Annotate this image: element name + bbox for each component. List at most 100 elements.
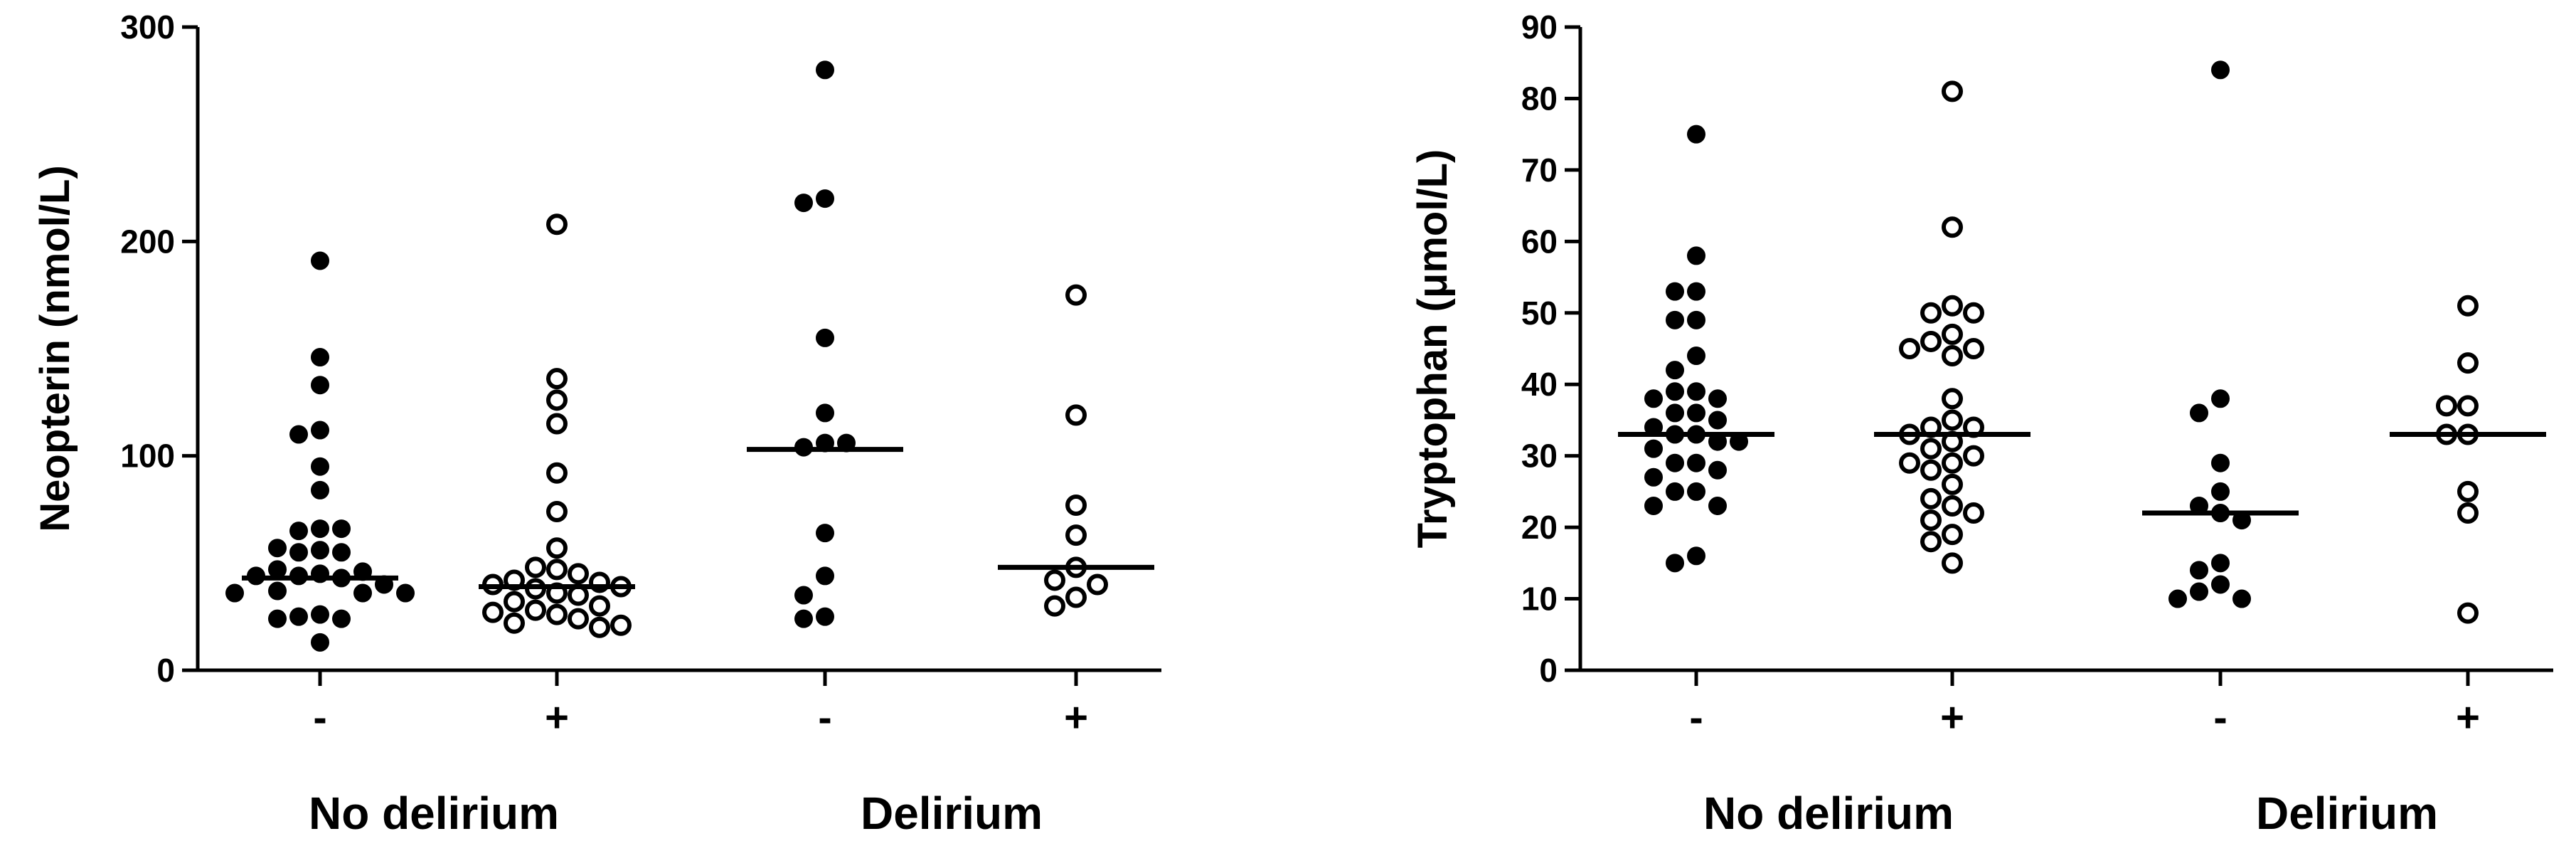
neopterin-y-tick-label: 100 [120,438,175,475]
tryptophan-y-tick-label: 50 [1521,295,1558,332]
tryptophan-point [1920,302,1942,324]
tryptophan-point [1920,509,1942,532]
neopterin-point [311,541,329,560]
neopterin-point [568,563,589,585]
neopterin-point [816,328,834,347]
neopterin-category-label: + [545,694,569,741]
tryptophan-point [2211,453,2230,472]
tryptophan-point [2457,480,2479,502]
neopterin-point [794,194,813,213]
tryptophan-point [1687,403,1705,423]
neopterin-point [332,543,351,562]
tryptophan-point [2457,602,2479,624]
neopterin-point [816,60,834,80]
neopterin-point [1044,569,1065,591]
tryptophan-point [1708,460,1727,480]
neopterin-point [546,501,568,523]
tryptophan-point [1666,403,1684,423]
neopterin-category-label: + [1064,694,1088,741]
neopterin-point [289,522,308,541]
neopterin-category-label: - [818,694,831,741]
tryptophan-y-tick-label: 10 [1521,581,1558,618]
tryptophan-point [1687,310,1705,329]
neopterin-point [546,368,568,390]
tryptophan-point [1644,439,1663,458]
neopterin-point [268,609,287,628]
tryptophan-point [1942,388,1963,410]
tryptophan-point [2211,482,2230,501]
tryptophan-y-tick-label: 70 [1521,152,1558,189]
tryptophan-point [1644,389,1663,408]
tryptophan-point [1920,438,1942,460]
tryptophan-y-tick-label: 20 [1521,509,1558,546]
neopterin-point [568,608,589,630]
neopterin-point [311,519,329,539]
tryptophan-point [2232,589,2251,608]
tryptophan-point [1644,467,1663,487]
neopterin-point [1044,595,1065,617]
tryptophan-point [1708,496,1727,515]
tryptophan-point [1942,323,1963,345]
tryptophan-point [1942,473,1963,495]
neopterin-point [1065,586,1087,608]
neopterin-y-tick-label: 300 [120,9,175,46]
neopterin-point [311,457,329,476]
neopterin-point [332,519,351,539]
tryptophan-point [2211,575,2230,594]
neopterin-point [504,591,525,613]
neopterin-point [589,595,610,617]
neopterin-point [816,403,834,423]
neopterin-point [268,560,287,579]
tryptophan-group-label: No delirium [1703,788,1954,839]
neopterin-point [525,599,546,621]
tryptophan-point [1920,487,1942,509]
neopterin-point [1065,524,1087,546]
tryptophan-point [1942,409,1963,431]
neopterin-point [546,213,568,236]
neopterin-point [311,421,329,440]
tryptophan-point [1920,459,1942,481]
neopterin-point [816,189,834,208]
tryptophan-point [1963,338,1984,359]
neopterin-point [546,462,568,484]
neopterin-point [794,586,813,605]
tryptophan-y-tick-label: 40 [1521,366,1558,403]
tryptophan-point [2190,403,2208,423]
tryptophan-y-tick-label: 80 [1521,80,1558,117]
neopterin-point [816,524,834,543]
neopterin-point [546,537,568,559]
tryptophan-point [2211,60,2230,80]
neopterin-point [589,616,610,638]
tryptophan-point [1687,125,1705,144]
tryptophan-point [1920,531,1942,553]
tryptophan-point [1942,452,1963,474]
neopterin-point [311,605,329,624]
neopterin-point [816,566,834,586]
tryptophan-point [1708,411,1727,430]
tryptophan-point [2168,589,2187,608]
neopterin-point [525,556,546,578]
tryptophan-point [1920,330,1942,352]
tryptophan-point [1942,552,1963,574]
tryptophan-point [2190,582,2208,601]
tryptophan-point [1942,216,1963,238]
neopterin-y-axis-title: Neopterin (nmol/L) [32,165,78,532]
tryptophan-point [1687,482,1705,501]
neopterin-panel: 0 100 200 300 Neopterin (nmol/L) - + - + No delir… [32,9,1161,839]
neopterin-point [311,633,329,652]
neopterin-point [311,251,329,270]
neopterin-point [268,581,287,601]
tryptophan-point [1942,295,1963,317]
tryptophan-point [2190,561,2208,580]
tryptophan-point [2211,389,2230,408]
tryptophan-point [1963,302,1984,324]
neopterin-point [311,480,329,499]
tryptophan-point [2211,554,2230,573]
neopterin-point [546,413,568,435]
tryptophan-y-axis-title: Tryptophan (μmol/L) [1410,149,1456,549]
neopterin-y-tick-label: 200 [120,223,175,260]
neopterin-point [311,348,329,367]
tryptophan-point [1666,310,1684,329]
tryptophan-panel: 0 10 20 30 40 50 60 70 80 90 Tryptophan (μmol/L) - +… [1410,9,2553,839]
